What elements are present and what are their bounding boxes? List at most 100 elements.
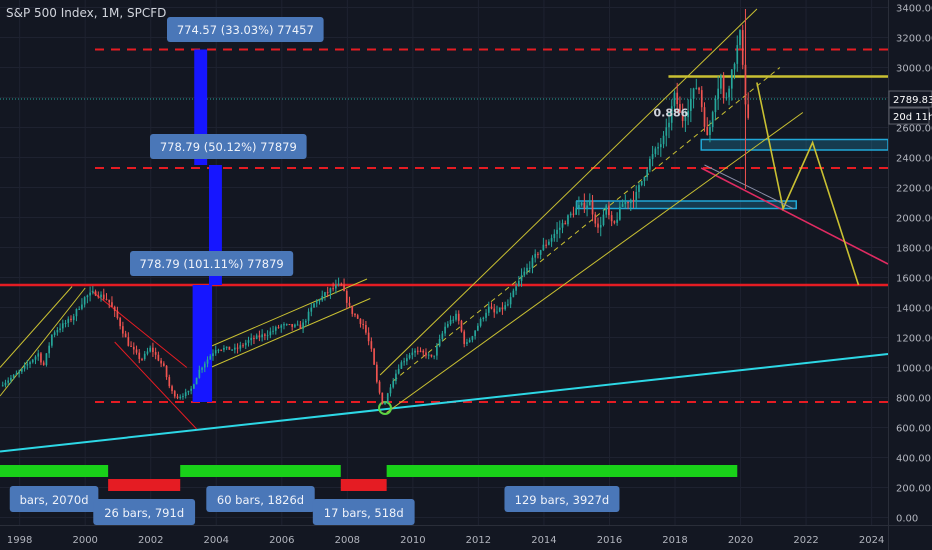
current-price-tag xyxy=(888,90,932,108)
candle-body xyxy=(340,283,343,286)
candle-body xyxy=(605,205,608,215)
candle-body xyxy=(83,297,86,305)
candle-body xyxy=(485,312,487,318)
candle-body xyxy=(520,275,523,281)
cycle-bar xyxy=(340,479,387,491)
candle-body xyxy=(253,337,255,339)
candle-body xyxy=(288,324,291,326)
candle-body xyxy=(326,292,329,294)
candle-body xyxy=(471,336,474,340)
candle-body xyxy=(40,353,42,363)
y-tick-label: 200.00 xyxy=(896,484,931,495)
candle-body xyxy=(206,359,209,364)
candle-body xyxy=(496,311,498,313)
x-tick-label: 2012 xyxy=(466,535,491,546)
candle-body xyxy=(668,122,670,128)
y-tick-label: 0.00 xyxy=(896,514,918,525)
candle-body xyxy=(198,369,201,378)
x-tick-label: 2000 xyxy=(72,535,97,546)
candle-body xyxy=(184,392,187,397)
candle-body xyxy=(375,364,378,382)
candle-body xyxy=(343,285,345,291)
candle-body xyxy=(627,202,629,204)
candle-body xyxy=(321,295,324,301)
cycle-label: bars, 2070d xyxy=(20,493,89,507)
candle-body xyxy=(187,390,190,393)
candle-body xyxy=(706,126,709,135)
measure-label-box xyxy=(167,17,324,42)
candle-body xyxy=(591,200,594,215)
y-tick-label: 2200.00 xyxy=(896,184,932,195)
candle-body xyxy=(583,202,586,209)
candle-body xyxy=(523,271,526,276)
candle-body xyxy=(640,180,643,186)
candle-body xyxy=(315,300,318,304)
measure-label: 778.79 (101.11%) 77879 xyxy=(139,257,283,271)
x-tick-label: 2004 xyxy=(204,535,229,546)
candle-body xyxy=(201,367,203,370)
candle-body xyxy=(406,358,408,362)
candle-body xyxy=(709,127,711,135)
candle-body xyxy=(422,350,425,353)
x-tick-label: 2008 xyxy=(335,535,360,546)
candle-body xyxy=(649,158,651,170)
candle-body xyxy=(482,317,485,319)
candle-body xyxy=(477,325,479,331)
drawing-labels: bars, 2070d 26 bars, 791d 60 bars, 1826d 17… xyxy=(9,17,689,525)
candle-body xyxy=(302,322,304,329)
support-zone xyxy=(700,138,889,151)
candle-body xyxy=(149,347,152,352)
cycle-label: 129 bars, 3927d xyxy=(515,493,610,507)
candle-body xyxy=(651,154,654,159)
candle-body xyxy=(580,202,583,205)
candle-body xyxy=(654,148,657,155)
candle-body xyxy=(337,283,340,286)
candle-body xyxy=(419,350,422,352)
candle-body xyxy=(122,326,124,334)
candle-body xyxy=(613,221,616,223)
candle-body xyxy=(225,346,228,348)
candle-body xyxy=(48,345,50,354)
candle-body xyxy=(487,306,490,313)
channel-line xyxy=(0,286,73,368)
candle-body xyxy=(457,313,460,321)
candle-body xyxy=(436,346,438,356)
candle-body xyxy=(56,330,59,333)
candle-body xyxy=(119,318,121,327)
candle-body xyxy=(578,204,580,209)
candle-body xyxy=(384,402,386,405)
channel-line xyxy=(386,112,804,413)
candle-body xyxy=(444,326,446,334)
candle-body xyxy=(239,345,242,349)
candle-body xyxy=(146,351,149,354)
cycle-label-box xyxy=(93,499,196,525)
candle-body xyxy=(154,352,157,355)
x-tick-label: 2014 xyxy=(531,535,556,546)
candle-body xyxy=(381,392,384,405)
candle-body xyxy=(556,229,558,234)
candle-body xyxy=(446,324,449,327)
candle-body xyxy=(296,324,299,326)
candle-body xyxy=(657,147,659,149)
candle-body xyxy=(203,363,206,368)
candle-body xyxy=(272,330,274,332)
candle-body xyxy=(730,69,733,89)
candle-body xyxy=(504,305,507,310)
candle-body xyxy=(173,391,176,397)
candle-body xyxy=(59,328,61,331)
candle-body xyxy=(684,117,687,121)
y-tick-label: 1400.00 xyxy=(896,304,932,315)
candle-body xyxy=(182,396,184,398)
candle-body xyxy=(209,356,212,360)
x-tick-label: 2018 xyxy=(662,535,687,546)
cycle-label: 17 bars, 518d xyxy=(324,506,404,520)
candle-body xyxy=(111,302,113,307)
candle-body xyxy=(228,346,231,350)
candle-body xyxy=(53,332,56,335)
candle-body xyxy=(414,350,416,353)
candle-body xyxy=(610,215,613,222)
support-zone xyxy=(575,200,798,210)
candle-body xyxy=(102,294,105,299)
cycle-bar xyxy=(108,479,181,491)
